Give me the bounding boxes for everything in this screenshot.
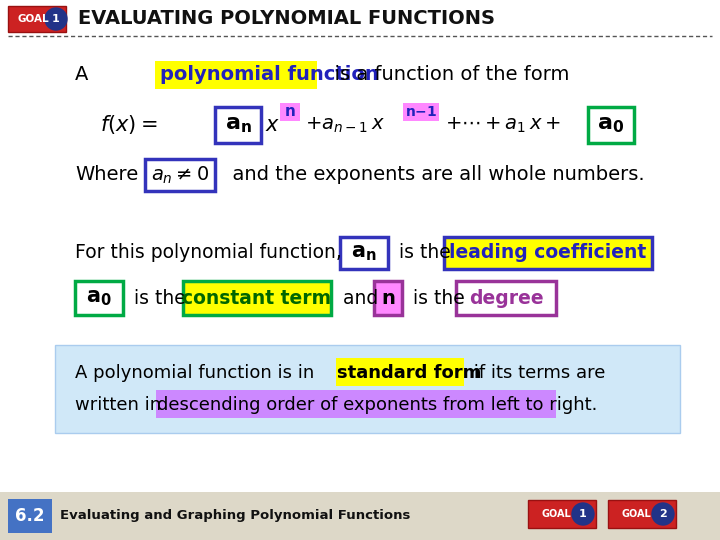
Text: $\mathbf{n{-}1}$: $\mathbf{n{-}1}$ <box>405 105 437 119</box>
Text: 6.2: 6.2 <box>15 507 45 525</box>
Text: Evaluating and Graphing Polynomial Functions: Evaluating and Graphing Polynomial Funct… <box>60 510 410 523</box>
Text: GOAL: GOAL <box>622 509 652 519</box>
Text: GOAL: GOAL <box>18 14 50 24</box>
Text: descending order of exponents from left to right.: descending order of exponents from left … <box>157 396 598 414</box>
Text: $a_n \neq 0$: $a_n \neq 0$ <box>151 164 209 186</box>
Text: $+{\cdots}+ a_1\, x +$: $+{\cdots}+ a_1\, x +$ <box>445 116 561 134</box>
Text: standard form: standard form <box>337 364 482 382</box>
Text: and the exponents are all whole numbers.: and the exponents are all whole numbers. <box>220 165 644 185</box>
Text: is the: is the <box>407 288 464 307</box>
Circle shape <box>572 503 594 525</box>
FancyBboxPatch shape <box>183 281 331 315</box>
Text: $\mathbf{a_n}$: $\mathbf{a_n}$ <box>225 115 251 135</box>
Text: $\mathbf{a_0}$: $\mathbf{a_0}$ <box>598 115 625 135</box>
Circle shape <box>652 503 674 525</box>
Text: degree: degree <box>469 288 544 307</box>
Text: Where: Where <box>75 165 138 185</box>
FancyBboxPatch shape <box>403 103 439 121</box>
FancyBboxPatch shape <box>444 237 652 269</box>
Text: $f(x) =$: $f(x) =$ <box>100 113 158 137</box>
Text: A: A <box>75 65 89 84</box>
FancyBboxPatch shape <box>8 6 66 32</box>
Text: For this polynomial function,: For this polynomial function, <box>75 244 342 262</box>
Text: GOAL: GOAL <box>542 509 572 519</box>
Text: $\mathbf{a_0}$: $\mathbf{a_0}$ <box>86 288 112 308</box>
Text: EVALUATING POLYNOMIAL FUNCTIONS: EVALUATING POLYNOMIAL FUNCTIONS <box>78 10 495 29</box>
FancyBboxPatch shape <box>374 281 402 315</box>
Text: written in: written in <box>75 396 161 414</box>
FancyBboxPatch shape <box>456 281 556 315</box>
Circle shape <box>45 8 67 30</box>
Text: leading coefficient: leading coefficient <box>449 244 647 262</box>
FancyBboxPatch shape <box>340 237 388 269</box>
FancyBboxPatch shape <box>215 107 261 143</box>
FancyBboxPatch shape <box>608 500 676 528</box>
FancyBboxPatch shape <box>75 281 123 315</box>
FancyBboxPatch shape <box>0 492 720 540</box>
FancyBboxPatch shape <box>155 61 317 89</box>
Text: 2: 2 <box>659 509 667 519</box>
Text: 1: 1 <box>52 14 60 24</box>
Text: $\mathbf{n}$: $\mathbf{n}$ <box>381 288 395 307</box>
FancyBboxPatch shape <box>156 390 556 418</box>
FancyBboxPatch shape <box>145 159 215 191</box>
Text: and: and <box>337 288 378 307</box>
Text: is the: is the <box>393 244 451 262</box>
FancyBboxPatch shape <box>528 500 596 528</box>
FancyBboxPatch shape <box>588 107 634 143</box>
Text: is the: is the <box>128 288 186 307</box>
Text: if its terms are: if its terms are <box>468 364 606 382</box>
FancyBboxPatch shape <box>336 358 464 386</box>
Text: $\mathbf{a_n}$: $\mathbf{a_n}$ <box>351 243 377 263</box>
Text: $x$: $x$ <box>265 115 280 135</box>
Text: A polynomial function is in: A polynomial function is in <box>75 364 314 382</box>
Text: $\mathbf{n}$: $\mathbf{n}$ <box>284 105 296 119</box>
Text: is a function of the form: is a function of the form <box>322 65 570 84</box>
FancyBboxPatch shape <box>55 345 680 433</box>
Text: polynomial function: polynomial function <box>160 65 379 84</box>
Text: constant term: constant term <box>182 288 332 307</box>
Text: $+ a_{n-1}\, x$: $+ a_{n-1}\, x$ <box>305 116 384 134</box>
FancyBboxPatch shape <box>8 499 52 533</box>
Text: 1: 1 <box>579 509 587 519</box>
FancyBboxPatch shape <box>280 103 300 121</box>
